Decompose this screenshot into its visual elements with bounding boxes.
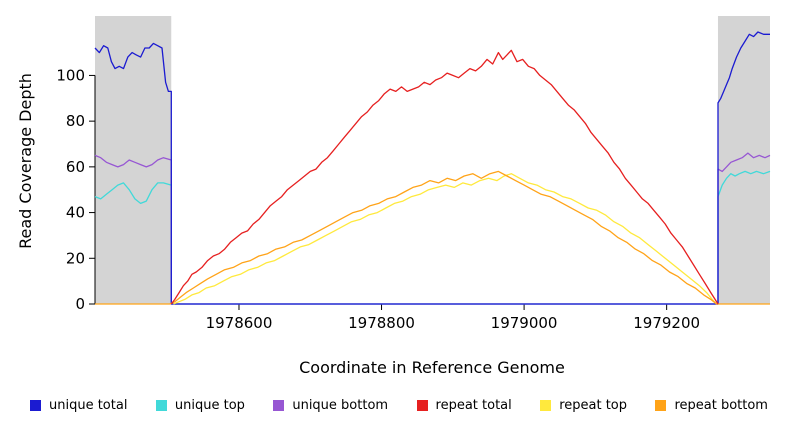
legend-swatch-icon	[655, 400, 667, 411]
series-line-unique-top	[94, 170, 771, 305]
y-tick-label: 80	[66, 112, 85, 130]
series-line-repeat-total	[170, 49, 719, 305]
legend-label: repeat total	[435, 398, 512, 413]
legend-label: unique total	[49, 398, 128, 413]
x-tick-label: 1978800	[348, 314, 415, 332]
legend-swatch-icon	[540, 400, 552, 411]
legend-swatch-icon	[30, 400, 41, 411]
y-tick-label: 40	[66, 204, 85, 222]
legend-swatch-icon	[416, 400, 428, 411]
x-tick-label: 1979000	[491, 314, 558, 332]
legend-item-repeat-bottom: repeat bottom	[655, 398, 768, 413]
legend-item-repeat-top: repeat top	[540, 398, 627, 413]
legend-label: repeat bottom	[674, 398, 768, 413]
x-tick-label: 1979200	[633, 314, 700, 332]
plot-area: 1978600 1978800 1979000 1979200 0 20 40 60 80 100	[56, 16, 771, 332]
series-line-repeat-bottom	[95, 170, 770, 305]
legend-label: unique top	[174, 398, 245, 413]
y-axis-title: Read Coverage Depth	[16, 73, 35, 249]
series-line-repeat-top	[173, 173, 717, 305]
shaded-region	[95, 16, 172, 304]
y-tick-label: 100	[56, 66, 85, 84]
legend-item-unique-total: unique total	[30, 398, 127, 413]
legend-item-unique-bottom: unique bottom	[273, 398, 388, 413]
y-tick-label: 0	[75, 295, 85, 313]
x-tick-label: 1978600	[206, 314, 273, 332]
x-axis-title: Coordinate in Reference Genome	[299, 358, 565, 377]
legend-swatch-icon	[155, 400, 167, 411]
legend-label: unique bottom	[292, 398, 389, 413]
legend: unique total unique top unique bottom repea…	[0, 398, 792, 413]
legend-swatch-icon	[273, 400, 285, 411]
y-tick-label: 60	[66, 158, 85, 176]
legend-label: repeat top	[559, 398, 627, 413]
legend-item-repeat-total: repeat total	[416, 398, 512, 413]
series-line-unique-total	[94, 31, 770, 305]
y-tick-label: 20	[66, 249, 85, 267]
legend-item-unique-top: unique top	[155, 398, 245, 413]
shaded-region	[717, 16, 770, 304]
